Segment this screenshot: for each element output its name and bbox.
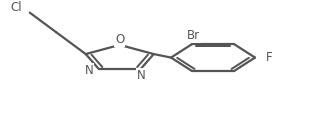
Text: F: F	[266, 51, 272, 64]
Text: N: N	[84, 63, 93, 77]
Text: O: O	[115, 33, 124, 46]
Text: N: N	[137, 69, 146, 82]
Text: Br: Br	[187, 29, 200, 42]
Text: Cl: Cl	[10, 1, 22, 14]
